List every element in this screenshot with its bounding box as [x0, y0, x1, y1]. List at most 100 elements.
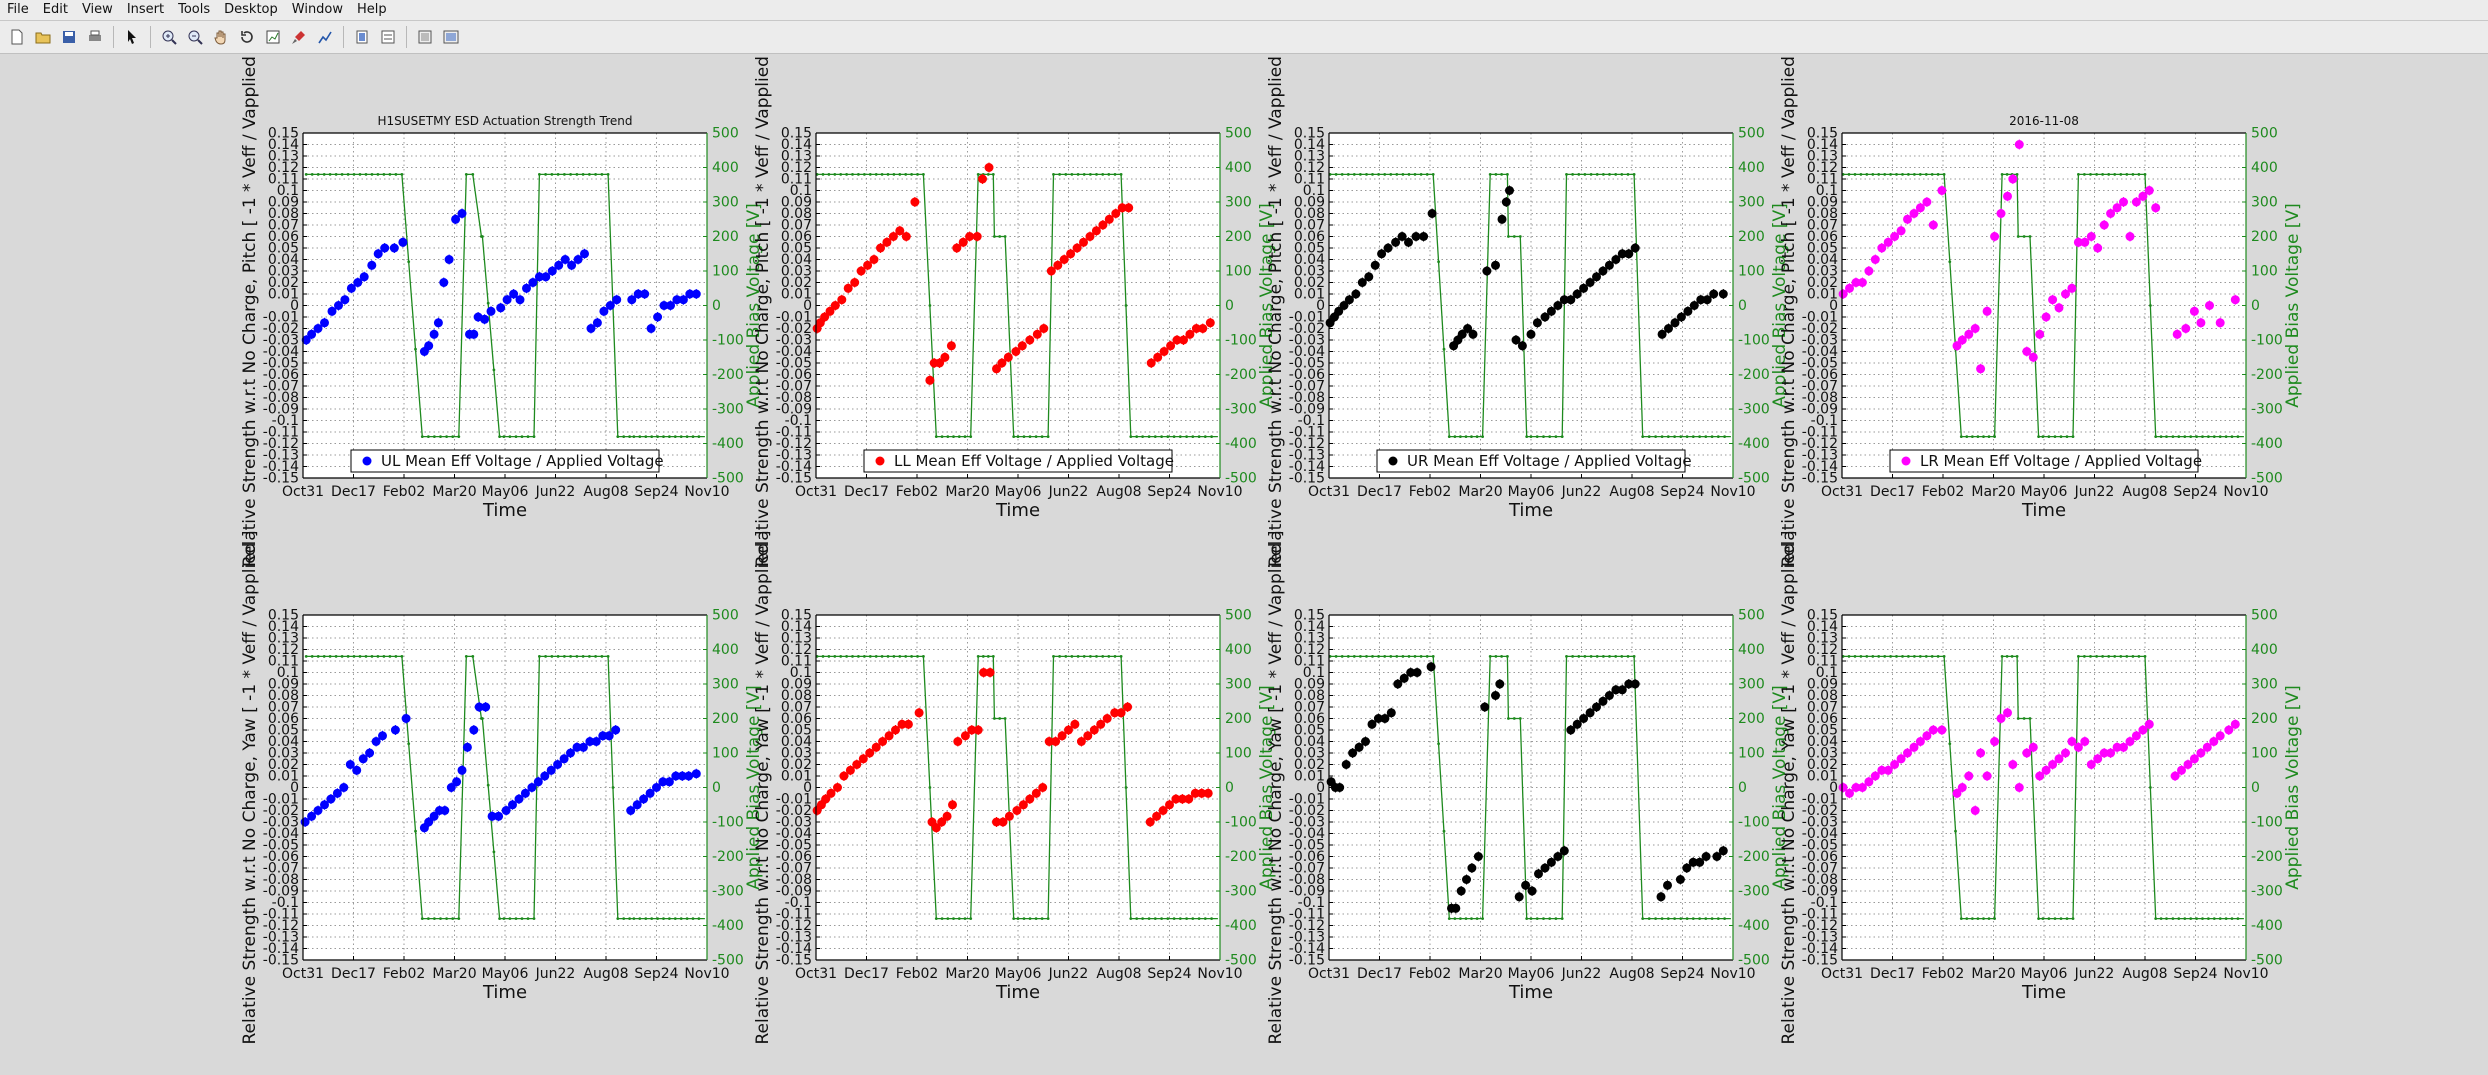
menu-help[interactable]: Help — [357, 2, 387, 17]
bias-marker — [352, 173, 356, 176]
bias-marker — [575, 173, 579, 176]
select-arrow-icon[interactable] — [121, 26, 143, 48]
legend-label: LL Mean Eff Voltage / Applied Voltage — [894, 452, 1174, 470]
data-point — [914, 708, 924, 718]
bias-marker — [1865, 173, 1869, 176]
data-point — [931, 823, 941, 833]
bias-marker — [1535, 917, 1539, 920]
data-point — [307, 329, 317, 339]
bias-marker — [1971, 917, 1974, 920]
bias-marker — [2212, 435, 2216, 438]
bias-marker — [1147, 435, 1151, 438]
data-point — [1957, 335, 1967, 345]
bias-marker — [1352, 173, 1356, 176]
bias-marker — [616, 917, 620, 920]
bias-marker — [1871, 655, 1875, 658]
y-tick-label: 0.04 — [781, 734, 812, 750]
bias-marker — [1959, 917, 1963, 920]
y-tick-label: -0.12 — [1802, 436, 1838, 452]
y-tick-label: 0.05 — [781, 723, 812, 739]
y2-tick-label: -500 — [712, 471, 744, 487]
y-axis-title: Relative Strength w.r.t No Charge, Pitch… — [240, 55, 260, 567]
data-point — [1066, 249, 1076, 259]
bias-marker — [1016, 917, 1020, 920]
bias-marker — [874, 655, 878, 658]
bias-marker — [1710, 917, 1714, 920]
y2-tick-label: 0 — [2251, 780, 2260, 796]
print-icon[interactable] — [84, 26, 106, 48]
bias-marker — [1620, 655, 1624, 658]
y-tick-label: 0.06 — [1294, 711, 1325, 727]
bias-marker — [2137, 173, 2141, 176]
x-tick-label: Oct31 — [795, 484, 837, 500]
y-tick-label: -0.13 — [263, 930, 299, 946]
rotate-3d-icon[interactable] — [236, 26, 258, 48]
data-point — [457, 209, 467, 218]
link-plot-icon[interactable] — [314, 26, 336, 48]
y2-tick-label: 0 — [712, 780, 721, 796]
data-point — [527, 783, 537, 792]
data-point — [1457, 329, 1467, 339]
data-point — [1656, 892, 1666, 902]
y-tick-label: -0.04 — [1802, 344, 1838, 360]
bias-marker — [1976, 435, 1980, 438]
bias-marker — [1936, 173, 1940, 176]
data-cursor-icon[interactable] — [262, 26, 284, 48]
x-tick-label: Jun22 — [2074, 484, 2115, 500]
bias-marker — [1595, 655, 1599, 658]
bias-marker — [2053, 917, 2057, 920]
bias-marker — [916, 173, 919, 176]
y-tick-label: -0.14 — [263, 459, 299, 475]
bias-marker — [1942, 173, 1946, 176]
colorbar-icon[interactable] — [351, 26, 373, 48]
hide-plot-tools-icon[interactable] — [414, 26, 436, 48]
bias-marker — [1437, 260, 1440, 264]
y-tick-label: 0.03 — [268, 746, 299, 762]
y2-axis-title: Applied Bias Voltage [V] — [1770, 685, 1790, 889]
legend: UL Mean Eff Voltage / Applied Voltage — [350, 449, 664, 473]
bias-marker — [2183, 435, 2187, 438]
save-icon[interactable] — [58, 26, 80, 48]
data-point — [678, 295, 688, 305]
bias-marker — [550, 173, 554, 176]
legend-icon[interactable] — [377, 26, 399, 48]
data-point — [640, 289, 650, 299]
bias-marker — [508, 435, 512, 438]
brush-icon[interactable] — [288, 26, 310, 48]
menu-window[interactable]: Window — [291, 2, 344, 17]
zoom-in-icon[interactable] — [158, 26, 180, 48]
data-point — [1838, 783, 1848, 792]
y-tick-label: 0.09 — [268, 677, 299, 693]
bias-marker — [1022, 435, 1026, 438]
x-tick-label: Feb02 — [1409, 966, 1452, 982]
y2-tick-label: 0 — [1225, 780, 1234, 796]
menu-desktop[interactable]: Desktop — [224, 2, 278, 17]
bias-marker — [1907, 655, 1910, 658]
bias-marker — [1076, 173, 1080, 176]
menu-view[interactable]: View — [81, 2, 113, 17]
bias-marker — [1641, 917, 1645, 920]
zoom-out-icon[interactable] — [184, 26, 206, 48]
data-point — [1158, 806, 1168, 815]
data-point — [1334, 306, 1344, 316]
menu-file[interactable]: File — [7, 2, 29, 17]
bias-marker — [1470, 435, 1473, 438]
y2-tick-label: 300 — [1225, 677, 1252, 693]
new-figure-icon[interactable] — [6, 26, 28, 48]
menu-insert[interactable]: Insert — [126, 2, 165, 17]
pan-hand-icon[interactable] — [210, 26, 232, 48]
menu-edit[interactable]: Edit — [42, 2, 68, 17]
x-tick-label: Nov10 — [1710, 966, 1755, 982]
bias-marker — [1698, 435, 1701, 438]
data-point — [1339, 301, 1349, 310]
y-tick-label: -0.03 — [1802, 333, 1838, 349]
show-plot-tools-icon[interactable] — [440, 26, 462, 48]
data-point — [398, 237, 408, 247]
open-file-icon[interactable] — [32, 26, 54, 48]
x-tick-label: Oct31 — [282, 966, 324, 982]
bias-marker — [898, 655, 902, 658]
y2-tick-label: 300 — [1738, 195, 1765, 211]
menu-tools[interactable]: Tools — [178, 2, 211, 17]
data-point — [1896, 754, 1906, 764]
data-point — [1718, 289, 1728, 299]
